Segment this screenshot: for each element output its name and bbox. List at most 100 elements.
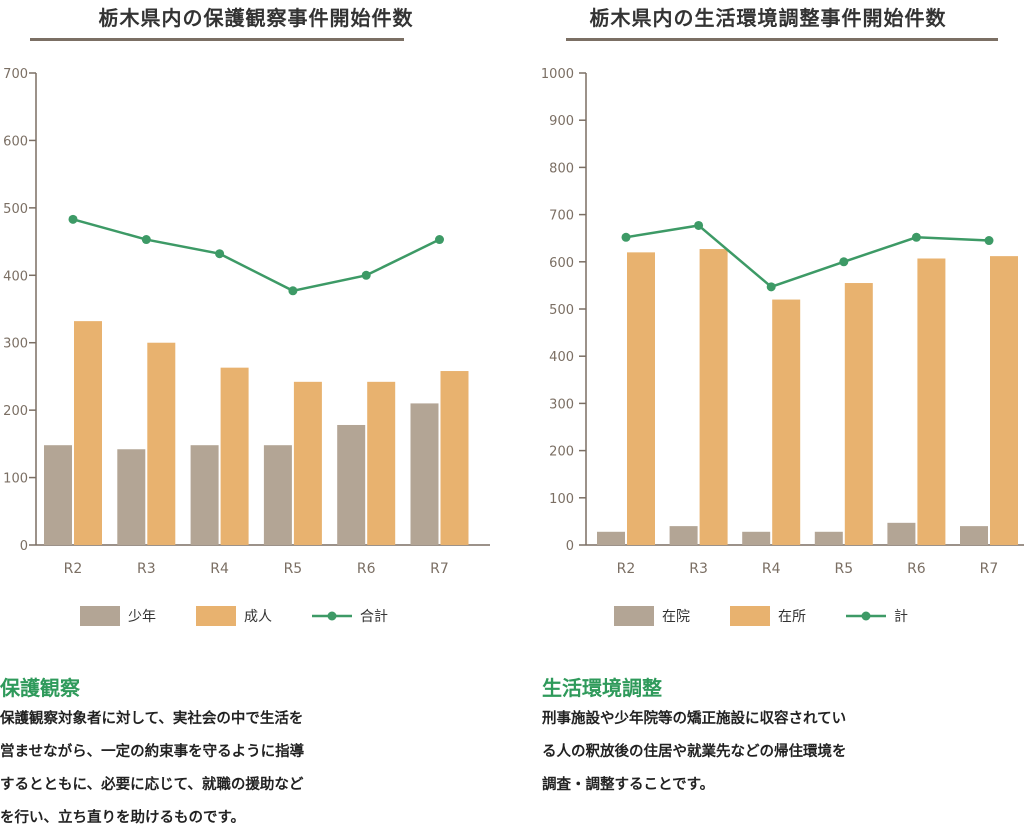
left-y-tick-label: 600 bbox=[3, 134, 28, 149]
right-legend: 在院 在所 計 bbox=[512, 606, 1024, 626]
left-legend-secondary-swatch bbox=[196, 606, 236, 626]
right-bar-primary bbox=[597, 531, 625, 545]
right-y-tick-label: 100 bbox=[549, 492, 574, 507]
right-line-point bbox=[766, 282, 776, 292]
left-chart-title: 栃木県内の保護観察事件開始件数 bbox=[98, 6, 414, 30]
left-bar-secondary bbox=[293, 381, 322, 545]
right-section-line: 刑事施設や少年院等の矯正施設に収容されてい bbox=[542, 711, 847, 727]
left-line-point bbox=[141, 235, 151, 245]
right-y-tick-label: 1000 bbox=[541, 67, 574, 82]
right-section-line: る人の釈放後の住居や就業先などの帰住環境を bbox=[542, 744, 847, 760]
right-legend-line-label: 計 bbox=[894, 609, 908, 625]
right-bar-secondary bbox=[627, 252, 655, 546]
right-category-label: R4 bbox=[762, 561, 781, 577]
right-legend-primary-swatch bbox=[614, 606, 654, 626]
right-category-label: R7 bbox=[980, 561, 999, 577]
left-category-label: R7 bbox=[430, 561, 449, 577]
left-bar-secondary bbox=[440, 371, 469, 545]
right-bar-secondary bbox=[917, 258, 946, 545]
left-line-point bbox=[215, 249, 225, 259]
right-y-tick-label: 0 bbox=[566, 539, 574, 554]
left-y-tick-label: 400 bbox=[3, 269, 28, 284]
left-bar-primary bbox=[44, 445, 72, 545]
left-bar-primary bbox=[117, 449, 146, 545]
right-y-tick-label: 600 bbox=[549, 256, 574, 271]
left-legend-secondary-label: 成人 bbox=[244, 609, 272, 625]
right-y-tick-label: 500 bbox=[549, 303, 574, 318]
left-bar-primary bbox=[190, 445, 219, 545]
left-section-line: 営ませながら、一定の約束事を守るように指導 bbox=[0, 744, 305, 760]
right-legend-line-swatch bbox=[846, 611, 886, 621]
right-y-tick-label: 400 bbox=[549, 350, 574, 365]
right-bar-primary bbox=[814, 531, 843, 545]
right-line-point bbox=[621, 232, 631, 242]
left-y-tick-label: 0 bbox=[20, 539, 28, 554]
right-chart-title: 栃木県内の生活環境調整事件開始件数 bbox=[589, 6, 947, 30]
right-bar-secondary bbox=[699, 249, 728, 545]
left-y-tick-label: 500 bbox=[3, 202, 28, 217]
right-line-point bbox=[911, 232, 921, 242]
left-section-line: を行い、立ち直りを助けるものです。 bbox=[0, 810, 246, 826]
left-line-series bbox=[72, 218, 441, 293]
left-bar-secondary bbox=[74, 321, 102, 545]
right-legend-primary: 在院 bbox=[614, 606, 690, 626]
right-line-point bbox=[984, 236, 994, 246]
right-y-tick-label: 700 bbox=[549, 209, 574, 224]
right-chart: 0 100 200 300 400 500 600 700 800 900 1000 R2 R3 R4 R5… bbox=[541, 67, 1024, 577]
left-section-line: するとともに、必要に応じて、就職の援助など bbox=[0, 777, 304, 793]
left-legend-line-label: 合計 bbox=[360, 609, 388, 625]
right-y-tick-label: 200 bbox=[549, 445, 574, 460]
right-bar-secondary bbox=[772, 299, 801, 545]
right-bar-primary bbox=[669, 526, 698, 545]
right-line-series bbox=[625, 224, 990, 289]
right-section-title: 生活環境調整 bbox=[542, 676, 662, 700]
left-y-tick-label: 700 bbox=[3, 67, 28, 82]
right-chart-panel: 栃木県内の生活環境調整事件開始件数 0 100 200 300 400 500 600 700… bbox=[512, 0, 1024, 826]
right-category-label: R2 bbox=[617, 561, 636, 577]
right-category-label: R3 bbox=[689, 561, 708, 577]
left-bar-secondary bbox=[147, 342, 176, 545]
right-section-body: 刑事施設や少年院等の矯正施設に収容されてい る人の釈放後の住居や就業先などの帰住… bbox=[542, 703, 1012, 802]
right-line-point bbox=[694, 220, 704, 230]
left-chart: 0 100 200 300 400 500 600 700 R2 R3 R4 R5 R6 R7 bbox=[3, 67, 490, 577]
left-line-point bbox=[288, 286, 298, 296]
left-legend: 少年 成人 合計 bbox=[0, 606, 512, 626]
right-legend-secondary-label: 在所 bbox=[778, 609, 806, 625]
right-title-rule bbox=[566, 38, 998, 41]
left-y-tick-label: 300 bbox=[3, 337, 28, 352]
left-legend-primary-swatch bbox=[80, 606, 120, 626]
left-line-point bbox=[361, 270, 371, 280]
left-legend-secondary: 成人 bbox=[196, 606, 272, 626]
left-section-body: 保護観察対象者に対して、実社会の中で生活を 営ませながら、一定の約束事を守るよう… bbox=[0, 703, 510, 835]
right-bar-secondary bbox=[990, 256, 1018, 545]
left-y-tick-label: 100 bbox=[3, 472, 28, 487]
left-legend-primary: 少年 bbox=[80, 606, 156, 626]
left-legend-primary-label: 少年 bbox=[128, 609, 156, 625]
left-line-point bbox=[68, 214, 78, 224]
left-chart-panel: 栃木県内の保護観察事件開始件数 0 100 200 300 400 500 600 700 R2… bbox=[0, 0, 512, 826]
right-bar-primary bbox=[960, 526, 988, 545]
right-y-tick-label: 900 bbox=[549, 114, 574, 129]
left-category-label: R5 bbox=[284, 561, 303, 577]
right-bar-primary bbox=[742, 531, 771, 545]
right-line-point bbox=[839, 257, 849, 267]
left-y-tick-label: 200 bbox=[3, 404, 28, 419]
left-category-label: R3 bbox=[137, 561, 156, 577]
right-section-line: 調査・調整することです。 bbox=[542, 777, 715, 793]
left-bar-secondary bbox=[367, 381, 396, 545]
left-category-label: R4 bbox=[210, 561, 229, 577]
left-legend-line-swatch bbox=[312, 611, 352, 621]
right-y-tick-label: 800 bbox=[549, 161, 574, 176]
right-y-tick-label: 300 bbox=[549, 397, 574, 412]
right-bar-primary bbox=[887, 522, 916, 545]
right-category-label: R5 bbox=[834, 561, 853, 577]
left-title-rule bbox=[30, 38, 404, 41]
left-category-label: R2 bbox=[64, 561, 83, 577]
right-legend-secondary-swatch bbox=[730, 606, 770, 626]
left-line-point bbox=[435, 235, 444, 245]
right-legend-line: 計 bbox=[846, 606, 908, 626]
right-legend-primary-label: 在院 bbox=[662, 609, 690, 625]
right-bar-secondary bbox=[844, 283, 873, 545]
left-section-line: 保護観察対象者に対して、実社会の中で生活を bbox=[0, 711, 304, 727]
left-bar-primary bbox=[263, 445, 292, 545]
